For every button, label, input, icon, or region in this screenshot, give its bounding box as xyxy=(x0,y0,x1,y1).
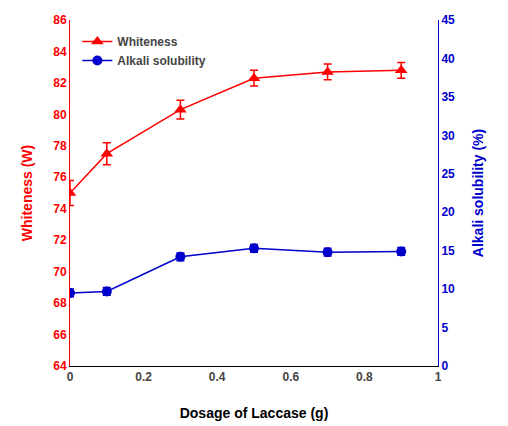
svg-text:0.8: 0.8 xyxy=(356,370,373,384)
svg-text:84: 84 xyxy=(53,45,67,59)
svg-text:78: 78 xyxy=(53,139,67,153)
svg-text:25: 25 xyxy=(441,167,455,181)
svg-text:74: 74 xyxy=(53,202,67,216)
svg-text:64: 64 xyxy=(53,359,67,373)
svg-text:76: 76 xyxy=(53,170,67,184)
svg-text:86: 86 xyxy=(53,13,67,27)
svg-text:Alkali solubility: Alkali solubility xyxy=(117,54,205,68)
svg-text:40: 40 xyxy=(441,52,455,66)
svg-text:66: 66 xyxy=(53,328,67,342)
svg-text:5: 5 xyxy=(441,321,448,335)
svg-text:0.6: 0.6 xyxy=(282,370,299,384)
svg-text:35: 35 xyxy=(441,90,455,104)
svg-text:70: 70 xyxy=(53,265,67,279)
svg-text:Dosage of Laccase (g): Dosage of Laccase (g) xyxy=(180,405,329,421)
svg-text:Alkali solubility (%): Alkali solubility (%) xyxy=(470,129,486,257)
svg-text:0: 0 xyxy=(441,359,448,373)
svg-text:45: 45 xyxy=(441,13,455,27)
svg-text:68: 68 xyxy=(53,296,67,310)
svg-text:0.4: 0.4 xyxy=(209,370,226,384)
svg-text:1: 1 xyxy=(435,370,442,384)
svg-text:30: 30 xyxy=(441,129,455,143)
svg-text:80: 80 xyxy=(53,108,67,122)
svg-text:10: 10 xyxy=(441,282,455,296)
svg-text:0.2: 0.2 xyxy=(135,370,152,384)
svg-text:0: 0 xyxy=(67,370,74,384)
svg-text:Whiteness: Whiteness xyxy=(117,35,177,49)
svg-text:82: 82 xyxy=(53,76,67,90)
svg-text:72: 72 xyxy=(53,233,67,247)
svg-text:Whiteness (W): Whiteness (W) xyxy=(19,145,35,241)
svg-text:15: 15 xyxy=(441,244,455,258)
svg-text:20: 20 xyxy=(441,205,455,219)
